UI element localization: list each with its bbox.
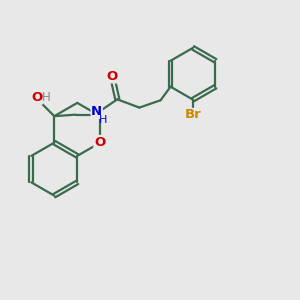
Text: N: N — [91, 105, 102, 118]
Text: Br: Br — [184, 109, 201, 122]
Text: H: H — [98, 115, 107, 125]
Text: O: O — [106, 70, 118, 83]
Text: H: H — [42, 91, 50, 104]
Text: O: O — [94, 136, 106, 149]
Text: O: O — [31, 91, 42, 104]
